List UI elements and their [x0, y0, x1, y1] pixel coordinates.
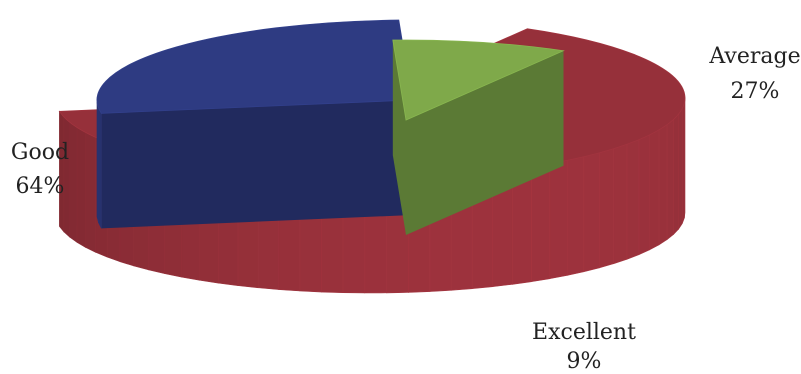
slice-good-wall — [626, 139, 640, 260]
slice-excellent-cut-1 — [406, 50, 564, 235]
slice-excellent-cut-0 — [392, 40, 406, 235]
slice-good-wall — [681, 102, 685, 224]
slice-good-wall — [666, 118, 674, 241]
slice-good-wall — [599, 148, 615, 269]
slice-good-wall — [549, 160, 568, 280]
slice-excellent-top — [392, 39, 565, 121]
slice-good-wall — [566, 156, 585, 276]
slice-label-average: Average 27% — [708, 44, 800, 104]
slice-good-wall — [613, 143, 628, 265]
slice-label-excellent: Excellent 9% — [532, 320, 636, 374]
slice-good-wall — [63, 116, 70, 238]
slice-average-top — [96, 19, 413, 114]
slice-good-wall — [658, 124, 668, 246]
label-good-value: 64% — [16, 174, 65, 199]
pie-slices — [58, 19, 686, 294]
slice-label-good: Good 64% — [11, 140, 69, 199]
slice-good-wall — [583, 152, 600, 273]
slice-good-wall — [85, 131, 97, 253]
slice-good-wall — [649, 129, 660, 251]
label-excellent-value: 9% — [567, 349, 602, 374]
slice-good-wall — [69, 121, 78, 243]
slice-good-wall — [76, 126, 86, 248]
label-average-name: Average — [708, 44, 800, 69]
slice-excellent — [392, 39, 565, 235]
slice-average — [96, 19, 413, 229]
label-excellent-name: Excellent — [532, 320, 636, 345]
label-average-value: 27% — [731, 79, 780, 104]
label-good-name: Good — [11, 140, 69, 165]
slice-good-wall — [638, 134, 650, 256]
slice-average-wall — [98, 107, 102, 229]
slice-good-wall — [59, 110, 65, 233]
slice-good-wall — [678, 107, 683, 230]
slice-good-wall — [531, 163, 551, 283]
slice-average-cut-0 — [101, 100, 412, 229]
slice-good-wall — [673, 113, 679, 236]
